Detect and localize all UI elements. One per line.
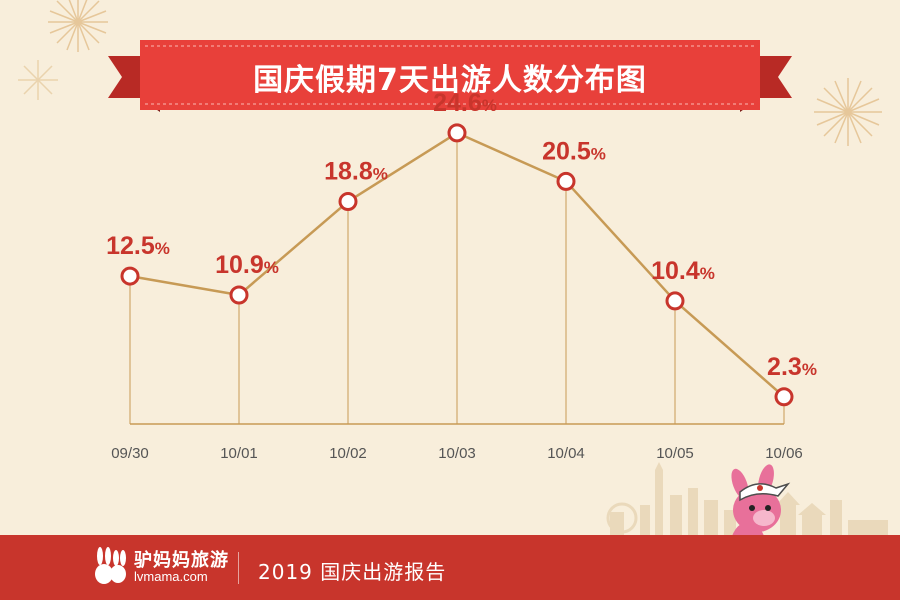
skyline-decoration xyxy=(606,462,888,535)
report-title: 2019 国庆出游报告 xyxy=(258,560,447,584)
x-tick-label-0: 09/30 xyxy=(111,445,149,462)
brand-url: lvmama.com xyxy=(134,569,208,584)
data-label-5: 10.4% xyxy=(651,257,715,285)
data-point-6 xyxy=(774,387,794,407)
data-label-2: 18.8% xyxy=(324,158,388,186)
x-tick-label-6: 10/06 xyxy=(765,445,803,462)
x-tick-label-2: 10/02 xyxy=(329,445,367,462)
brand-logo-icon xyxy=(95,547,126,584)
data-label-0: 12.5% xyxy=(106,232,170,260)
data-point-0 xyxy=(120,266,140,286)
data-point-4 xyxy=(556,171,576,191)
data-point-1 xyxy=(229,285,249,305)
x-tick-label-1: 10/01 xyxy=(220,445,258,462)
data-point-3 xyxy=(447,123,467,143)
data-point-5 xyxy=(665,291,685,311)
footer-divider xyxy=(238,552,239,584)
footer-bar xyxy=(0,535,900,600)
x-tick-label-3: 10/03 xyxy=(438,445,476,462)
x-tick-label-4: 10/04 xyxy=(547,445,585,462)
data-label-6: 2.3% xyxy=(767,353,817,381)
title-ribbon xyxy=(108,40,792,112)
line-chart: 12.5% 10.9% 18.8% 24.6% 20.5% 10.4% 2.3% 09/30 1… xyxy=(106,89,817,462)
data-label-4: 20.5% xyxy=(542,137,606,165)
firework-right-icon xyxy=(814,78,882,146)
x-tick-label-5: 10/05 xyxy=(656,445,694,462)
data-point-2 xyxy=(338,192,358,212)
data-label-3: 24.6% xyxy=(433,89,497,117)
data-label-1: 10.9% xyxy=(215,251,279,279)
chart-title: 国庆假期7天出游人数分布图 xyxy=(253,63,647,98)
brand-name: 驴妈妈旅游 xyxy=(134,550,229,571)
firework-left-icon xyxy=(18,0,108,100)
